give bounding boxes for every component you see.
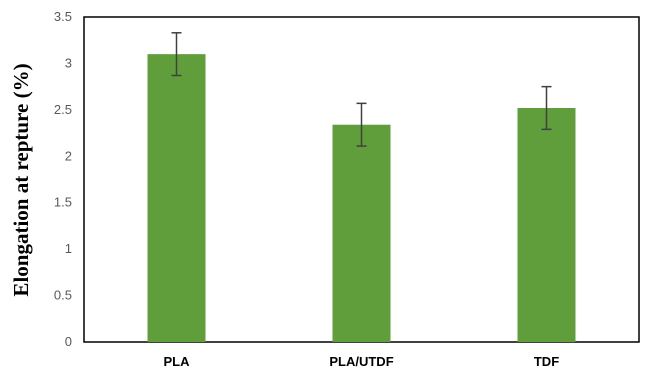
error-bars xyxy=(171,32,552,147)
x-category-label: TDF xyxy=(534,354,559,369)
x-category-label: PLA/UTDF xyxy=(329,354,393,369)
x-category-label: PLA xyxy=(164,354,191,369)
y-tick-label: 3.5 xyxy=(54,9,72,24)
y-tick-label: 3 xyxy=(65,55,72,70)
error-bar xyxy=(356,102,367,147)
y-axis-label: Elongation at repture (%) xyxy=(9,63,33,296)
y-tick-label: 1.5 xyxy=(54,195,72,210)
bar xyxy=(332,124,391,342)
y-tick-label: 2 xyxy=(65,148,72,163)
y-tick-label: 1 xyxy=(65,241,72,256)
error-bar xyxy=(171,32,182,77)
y-tick-label: 0.5 xyxy=(54,288,72,303)
y-axis-ticks: 0 0.5 1 1.5 2 2.5 3 3.5 xyxy=(54,9,72,349)
error-bar xyxy=(541,85,552,131)
y-tick-label: 2.5 xyxy=(54,102,72,117)
x-axis-categories: PLA PLA/UTDF TDF xyxy=(164,354,560,369)
bar xyxy=(147,54,206,343)
y-tick-label: 0 xyxy=(65,334,72,349)
bar xyxy=(517,108,576,342)
bars xyxy=(147,54,576,343)
